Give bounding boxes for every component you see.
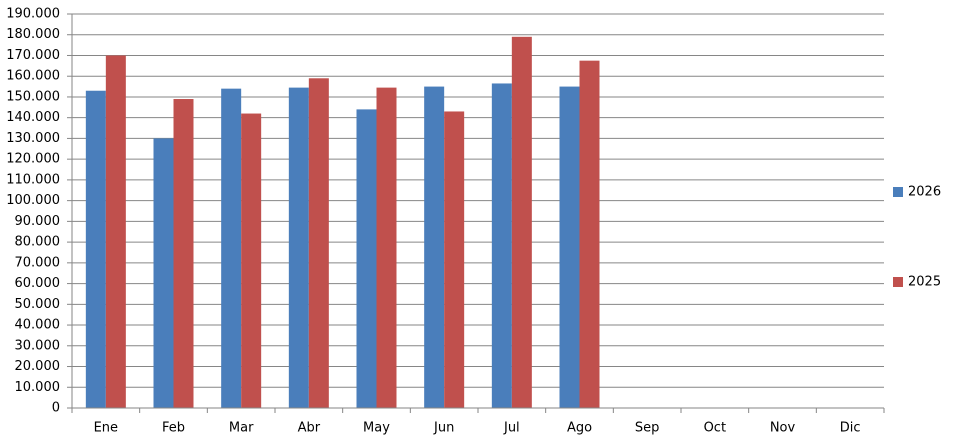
bar (559, 86, 580, 408)
x-tick-label: Sep (635, 421, 660, 436)
legend-label: 2025 (908, 275, 941, 290)
legend-swatch (893, 187, 903, 197)
y-tick-label: 40.000 (15, 318, 61, 333)
bar (153, 138, 174, 408)
x-tick-label: Mar (229, 421, 254, 436)
y-tick-label: 120.000 (6, 152, 60, 167)
y-tick-label: 190.000 (6, 7, 60, 22)
y-tick-label: 90.000 (15, 214, 61, 229)
y-tick-label: 160.000 (6, 69, 60, 84)
bar (221, 88, 242, 408)
bar (424, 86, 445, 408)
bar (444, 111, 465, 408)
y-tick-label: 80.000 (15, 235, 61, 250)
bar (241, 113, 262, 409)
x-tick-label: May (363, 421, 390, 436)
y-tick-label: 70.000 (15, 255, 61, 270)
y-tick-label: 130.000 (6, 131, 60, 146)
x-tick-label: Jul (503, 421, 520, 436)
x-tick-label: Jun (433, 421, 454, 436)
x-tick-label: Ene (94, 421, 118, 436)
y-tick-label: 50.000 (15, 297, 61, 312)
x-tick-label: Ago (567, 421, 592, 436)
y-tick-label: 60.000 (15, 276, 61, 291)
bar (173, 99, 194, 408)
y-tick-label: 170.000 (6, 48, 60, 63)
legend-swatch (893, 277, 903, 287)
bar (491, 83, 512, 409)
y-tick-label: 150.000 (6, 89, 60, 104)
bar (105, 55, 126, 408)
y-tick-label: 30.000 (15, 338, 61, 353)
y-tick-label: 10.000 (15, 380, 61, 395)
y-tick-label: 0 (52, 401, 60, 416)
bar (356, 109, 377, 409)
y-tick-label: 20.000 (15, 359, 61, 374)
bar (85, 90, 106, 408)
y-tick-label: 180.000 (6, 27, 60, 42)
x-tick-label: Dic (840, 421, 861, 436)
legend-label: 2026 (908, 185, 941, 200)
x-tick-label: Nov (770, 421, 796, 436)
bar (288, 87, 309, 409)
bar (511, 36, 532, 409)
bar (308, 78, 329, 408)
x-tick-label: Oct (704, 421, 726, 436)
x-tick-label: Feb (162, 421, 185, 436)
y-tick-label: 140.000 (6, 110, 60, 125)
bar (376, 87, 397, 409)
bar (579, 60, 600, 408)
y-tick-label: 100.000 (6, 193, 60, 208)
x-tick-label: Abr (298, 421, 321, 436)
y-tick-label: 110.000 (6, 172, 60, 187)
